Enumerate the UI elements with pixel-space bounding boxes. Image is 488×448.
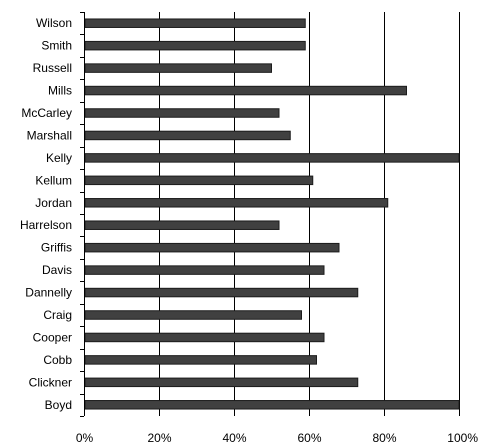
bar: [84, 63, 272, 73]
bar: [84, 18, 306, 28]
bar: [84, 85, 407, 96]
x-tick-label: 100%: [447, 431, 478, 445]
category-label: Craig: [43, 308, 72, 322]
bar: [84, 108, 280, 118]
x-tick-label: 40%: [222, 431, 246, 445]
category-label: Smith: [41, 39, 72, 53]
x-tick-label: 0%: [76, 431, 94, 445]
category-label: Kelly: [46, 151, 72, 165]
category-labels: Wilson Smith Russell Mills McCarley Marshall K…: [20, 16, 72, 412]
category-label: Marshall: [27, 128, 72, 142]
bar: [84, 198, 389, 208]
category-label: Clickner: [29, 375, 72, 389]
bar: [84, 400, 460, 410]
x-tick-label: 80%: [372, 431, 396, 445]
bar: [84, 265, 325, 275]
bar: [84, 377, 359, 388]
category-label: McCarley: [21, 106, 72, 120]
axes: [80, 12, 85, 417]
bar: [84, 175, 314, 186]
x-tick-labels: 0% 20% 40% 60% 80% 100%: [76, 431, 478, 445]
bar: [84, 242, 340, 253]
bar: [84, 40, 306, 51]
bar: [84, 310, 302, 320]
category-label: Wilson: [36, 16, 72, 30]
x-tick-label: 20%: [147, 431, 171, 445]
bar: [84, 355, 317, 365]
bar: [84, 153, 460, 163]
x-tick-label: 60%: [297, 431, 321, 445]
category-label: Dannelly: [25, 286, 72, 300]
bar: [84, 220, 280, 230]
gridlines: [159, 12, 460, 416]
bar: [84, 332, 325, 343]
category-label: Harrelson: [20, 218, 72, 232]
category-label: Mills: [48, 84, 72, 98]
bar: [84, 287, 359, 298]
category-label: Boyd: [45, 398, 72, 412]
category-label: Cobb: [43, 353, 72, 367]
category-label: Davis: [42, 263, 72, 277]
bars: [84, 18, 460, 410]
category-label: Jordan: [35, 196, 72, 210]
category-label: Kellum: [35, 173, 72, 187]
category-label: Griffis: [41, 241, 72, 255]
category-label: Cooper: [33, 330, 72, 344]
bar: [84, 130, 291, 141]
category-label: Russell: [33, 61, 72, 75]
